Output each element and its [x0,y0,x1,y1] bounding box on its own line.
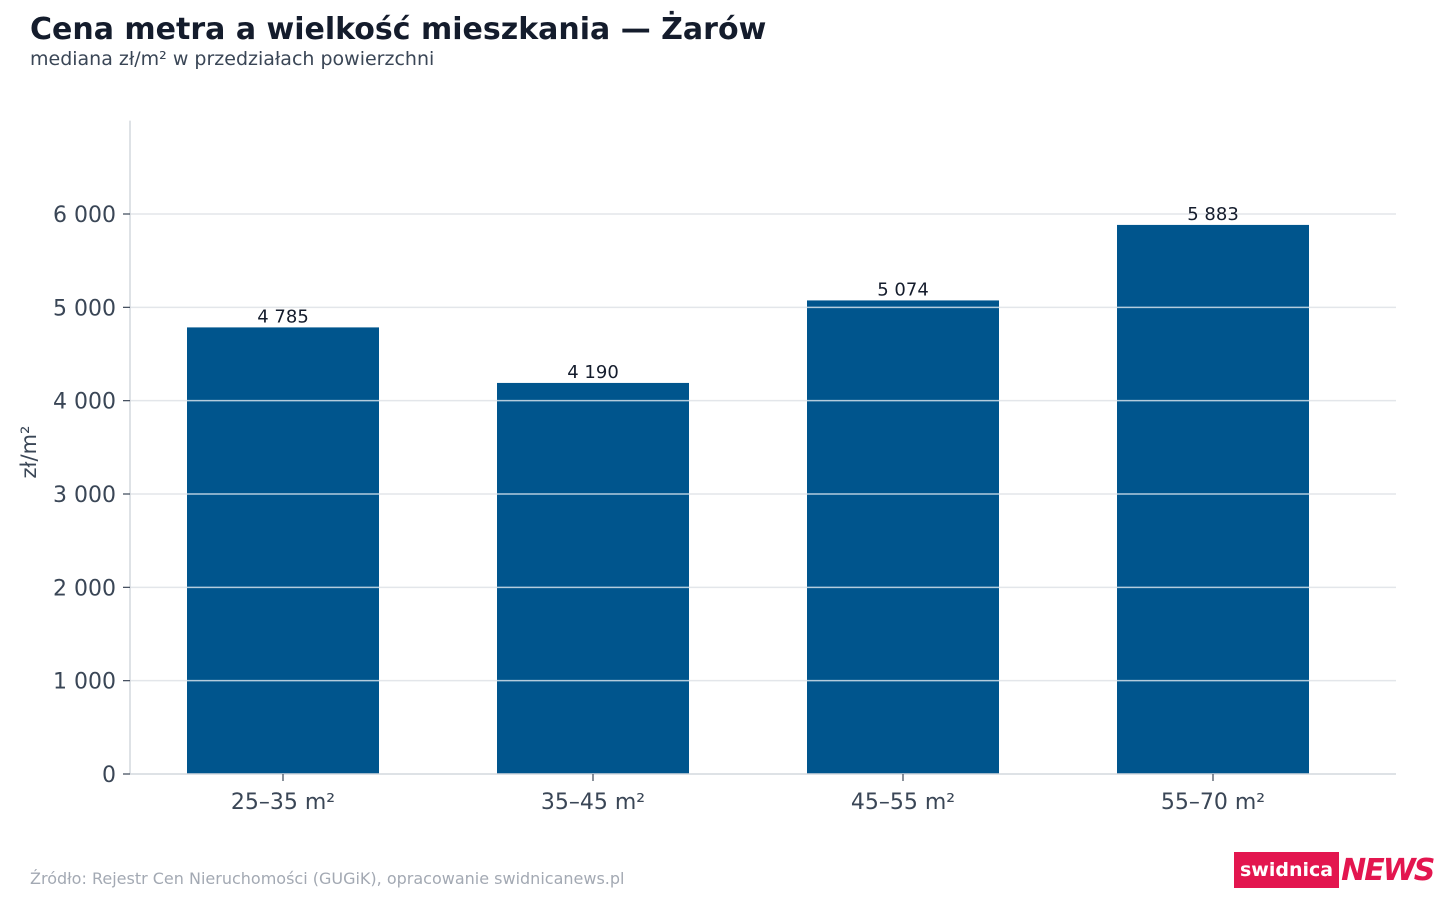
bar [1117,224,1309,775]
value-label: 5 074 [877,279,929,300]
logo-news: NEWS [1341,852,1435,888]
logo-brand: swidnica [1234,852,1340,888]
x-tick-label: 35–45 m² [541,790,645,815]
chart-subtitle: mediana zł/m² w przedziałach powierzchni [30,48,435,70]
bar [807,300,999,774]
y-tick-label: 4 000 [53,390,116,415]
swidnicanews-logo: swidnica NEWS [1234,852,1435,888]
y-axis-title: zł/m² [17,426,41,479]
y-tick-label: 6 000 [53,203,116,228]
value-label: 4 785 [257,306,309,327]
bar [497,382,689,774]
value-label: 5 883 [1187,204,1239,225]
y-tick-label: 3 000 [53,483,116,508]
value-label: 4 190 [567,362,619,383]
x-tick-label: 55–70 m² [1161,790,1265,815]
y-tick-label: 2 000 [53,576,116,601]
y-tick-label: 0 [102,763,116,788]
x-tick-label: 25–35 m² [231,790,335,815]
y-tick-label: 5 000 [53,296,116,321]
source-note: Źródło: Rejestr Cen Nieruchomości (GUGiK… [30,869,625,888]
y-tick-label: 1 000 [53,670,116,695]
chart-title: Cena metra a wielkość mieszkania — Żarów [30,12,767,47]
x-tick-label: 45–55 m² [851,790,955,815]
bar [187,327,379,774]
